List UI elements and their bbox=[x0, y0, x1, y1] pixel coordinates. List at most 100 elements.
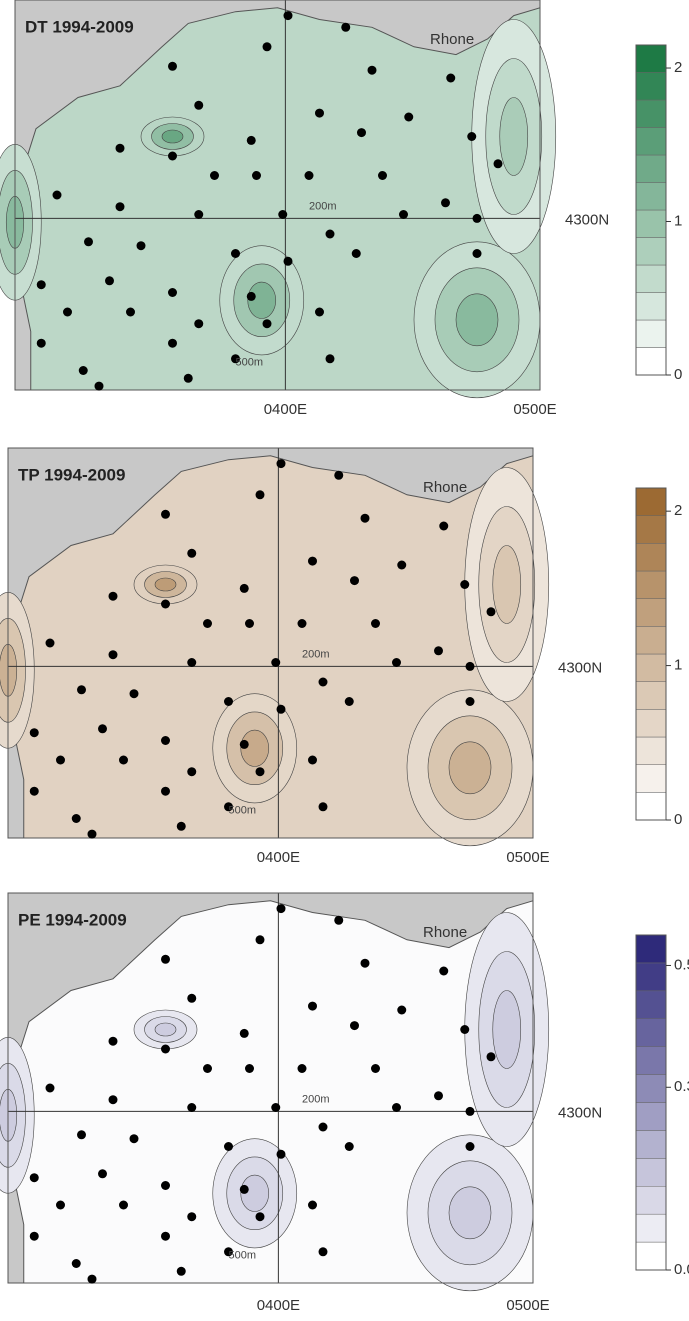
colorbar-band bbox=[635, 543, 667, 572]
station bbox=[161, 736, 170, 745]
station bbox=[224, 1247, 233, 1257]
station bbox=[360, 513, 370, 523]
colorbar-band bbox=[635, 570, 667, 599]
station bbox=[465, 1142, 475, 1151]
station bbox=[87, 829, 97, 839]
isobath-label: 200m bbox=[302, 649, 330, 661]
colorbar-band bbox=[635, 487, 667, 516]
colorbar-tick-label: 1 bbox=[674, 212, 682, 229]
station bbox=[467, 132, 477, 141]
colorbar-band bbox=[635, 127, 667, 156]
station bbox=[239, 1184, 249, 1194]
station bbox=[168, 288, 177, 297]
station bbox=[252, 171, 261, 180]
station bbox=[276, 1149, 286, 1159]
colorbar-tick-label: 0 bbox=[674, 811, 682, 828]
station bbox=[119, 1200, 128, 1210]
contour-region bbox=[499, 97, 529, 176]
colorbar-band bbox=[635, 1186, 667, 1215]
station bbox=[350, 576, 359, 586]
station bbox=[183, 373, 193, 383]
station bbox=[71, 1259, 81, 1268]
station bbox=[136, 241, 146, 251]
station bbox=[350, 1021, 359, 1031]
station bbox=[98, 1169, 107, 1179]
map-panel: TP 1994-2009 Rhone 200m 500m 0400E 0500E 4300N… bbox=[0, 447, 682, 866]
station bbox=[315, 108, 324, 118]
station bbox=[168, 151, 177, 161]
station bbox=[161, 786, 170, 796]
colorbar-tick-label: 1 bbox=[674, 657, 682, 674]
colorbar-band bbox=[635, 709, 667, 738]
station bbox=[465, 697, 475, 706]
station bbox=[239, 583, 249, 593]
colorbar-band bbox=[635, 319, 667, 348]
isobath-label: 500m bbox=[229, 805, 257, 817]
station bbox=[105, 276, 114, 286]
colorbar-band bbox=[635, 1213, 667, 1243]
station bbox=[360, 958, 370, 968]
colorbar-tick-label: 0 bbox=[674, 366, 682, 383]
station bbox=[36, 338, 46, 348]
station bbox=[460, 580, 470, 589]
station bbox=[246, 135, 256, 145]
station bbox=[318, 1122, 328, 1132]
colorbar-band bbox=[635, 653, 667, 682]
map-panel: DT 1994-2009 Rhone 200m 500m 0400E 0500E 4300N… bbox=[0, 0, 682, 418]
contour-region bbox=[161, 129, 184, 144]
station bbox=[255, 935, 265, 945]
station bbox=[161, 954, 170, 964]
station bbox=[493, 159, 503, 169]
station bbox=[77, 685, 86, 695]
station bbox=[308, 755, 317, 765]
station bbox=[472, 213, 482, 223]
station bbox=[108, 1036, 118, 1046]
station bbox=[45, 1083, 55, 1093]
colorbar-band bbox=[635, 1241, 667, 1271]
station bbox=[224, 802, 233, 812]
station bbox=[486, 1052, 496, 1062]
station bbox=[255, 1212, 265, 1222]
station bbox=[262, 42, 272, 52]
colorbar-band bbox=[635, 154, 667, 183]
colorbar-band bbox=[635, 1158, 667, 1187]
station bbox=[45, 638, 55, 648]
contour-region bbox=[240, 729, 270, 767]
station bbox=[404, 112, 414, 122]
station bbox=[245, 619, 254, 628]
station bbox=[87, 1274, 97, 1284]
station bbox=[325, 229, 335, 239]
station bbox=[397, 560, 407, 570]
colorbar-band bbox=[635, 1130, 667, 1159]
station bbox=[108, 1095, 118, 1105]
colorbar-tick-label: 0.5 bbox=[674, 956, 689, 973]
colorbar-band bbox=[635, 764, 667, 793]
station bbox=[29, 786, 39, 796]
station bbox=[357, 128, 366, 138]
river-label: Rhone bbox=[430, 31, 474, 48]
contour-region bbox=[492, 545, 522, 624]
station bbox=[246, 291, 256, 301]
station bbox=[115, 202, 125, 212]
lat-label: 4300N bbox=[558, 1104, 602, 1121]
station bbox=[434, 646, 443, 656]
colorbar-band bbox=[635, 598, 667, 627]
river-label: Rhone bbox=[423, 479, 467, 496]
contour-region bbox=[240, 1174, 270, 1212]
station bbox=[176, 1266, 186, 1276]
station bbox=[239, 739, 249, 749]
station bbox=[371, 619, 380, 628]
station bbox=[77, 1130, 86, 1140]
colorbar-band bbox=[635, 626, 667, 655]
colorbar-band bbox=[635, 1018, 667, 1047]
river-label: Rhone bbox=[423, 924, 467, 941]
station bbox=[276, 904, 286, 914]
station bbox=[472, 249, 482, 258]
station bbox=[187, 767, 197, 777]
station bbox=[52, 190, 62, 200]
station bbox=[271, 1103, 281, 1112]
station bbox=[318, 1247, 328, 1257]
station bbox=[187, 1212, 197, 1222]
lon-label: 0400E bbox=[257, 1297, 300, 1314]
station bbox=[271, 658, 281, 667]
